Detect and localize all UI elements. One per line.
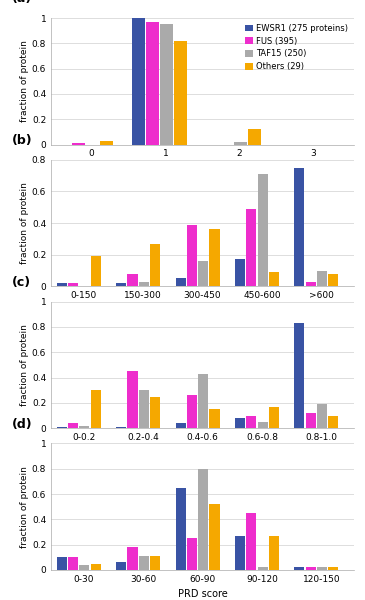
Bar — [79, 565, 89, 570]
Bar — [132, 18, 145, 145]
Bar — [317, 568, 327, 570]
Bar — [210, 504, 219, 570]
Bar — [210, 229, 219, 286]
Bar — [235, 259, 245, 286]
Bar — [317, 271, 327, 286]
Bar — [328, 274, 338, 286]
Y-axis label: fraction of protein: fraction of protein — [20, 324, 29, 406]
Bar — [127, 547, 138, 570]
Legend: EWSR1 (275 proteins), FUS (395), TAF15 (250), Others (29): EWSR1 (275 proteins), FUS (395), TAF15 (… — [244, 22, 350, 73]
Bar — [174, 41, 187, 145]
X-axis label: fraction of intrinsic disorder: fraction of intrinsic disorder — [135, 448, 270, 458]
Bar — [91, 390, 101, 428]
Bar — [258, 568, 268, 570]
Bar — [306, 568, 316, 570]
X-axis label: Sequence length: Sequence length — [161, 306, 244, 316]
Bar — [317, 404, 327, 428]
Bar — [176, 278, 186, 286]
Bar — [258, 422, 268, 428]
Bar — [198, 261, 208, 286]
Bar — [198, 374, 208, 428]
Bar — [127, 371, 138, 428]
Bar — [57, 427, 67, 428]
Text: (a): (a) — [12, 0, 32, 5]
Bar — [139, 390, 149, 428]
Bar — [210, 409, 219, 428]
Bar — [116, 427, 126, 428]
Bar — [116, 562, 126, 570]
Bar — [68, 423, 78, 428]
Bar — [68, 557, 78, 570]
Bar — [269, 272, 279, 286]
Bar — [91, 563, 101, 570]
Bar — [269, 536, 279, 570]
Bar — [150, 244, 160, 286]
Bar — [57, 283, 67, 286]
Text: (b): (b) — [12, 134, 32, 147]
Bar — [127, 274, 138, 286]
Bar — [187, 224, 197, 286]
Bar — [269, 407, 279, 428]
Bar — [146, 22, 159, 145]
Bar — [68, 283, 78, 286]
X-axis label: RRM domain count: RRM domain count — [156, 164, 249, 174]
Bar — [258, 174, 268, 286]
Bar — [328, 568, 338, 570]
Bar — [328, 416, 338, 428]
Bar — [294, 323, 304, 428]
Bar — [246, 416, 256, 428]
Bar — [187, 395, 197, 428]
Bar — [139, 556, 149, 570]
Bar — [176, 423, 186, 428]
Bar — [246, 209, 256, 286]
Y-axis label: fraction of protein: fraction of protein — [20, 40, 29, 122]
Bar — [100, 141, 113, 145]
Bar — [246, 513, 256, 570]
Bar — [79, 425, 89, 428]
Bar — [294, 568, 304, 570]
Bar — [248, 130, 261, 145]
Text: (d): (d) — [12, 418, 32, 431]
Y-axis label: fraction of protein: fraction of protein — [20, 466, 29, 548]
Bar — [72, 143, 85, 145]
Bar — [91, 256, 101, 286]
Bar — [160, 25, 173, 145]
Bar — [187, 538, 197, 570]
Bar — [306, 413, 316, 428]
Bar — [150, 556, 160, 570]
Bar — [234, 142, 246, 145]
Bar — [150, 397, 160, 428]
Text: (c): (c) — [12, 276, 31, 289]
Bar — [198, 469, 208, 570]
Bar — [116, 283, 126, 286]
Y-axis label: fraction of protein: fraction of protein — [20, 182, 29, 264]
Bar — [235, 536, 245, 570]
Bar — [294, 168, 304, 286]
Bar — [57, 557, 67, 570]
Bar — [139, 281, 149, 286]
Bar — [306, 281, 316, 286]
Bar — [235, 418, 245, 428]
Bar — [176, 488, 186, 570]
X-axis label: PRD score: PRD score — [178, 589, 227, 599]
